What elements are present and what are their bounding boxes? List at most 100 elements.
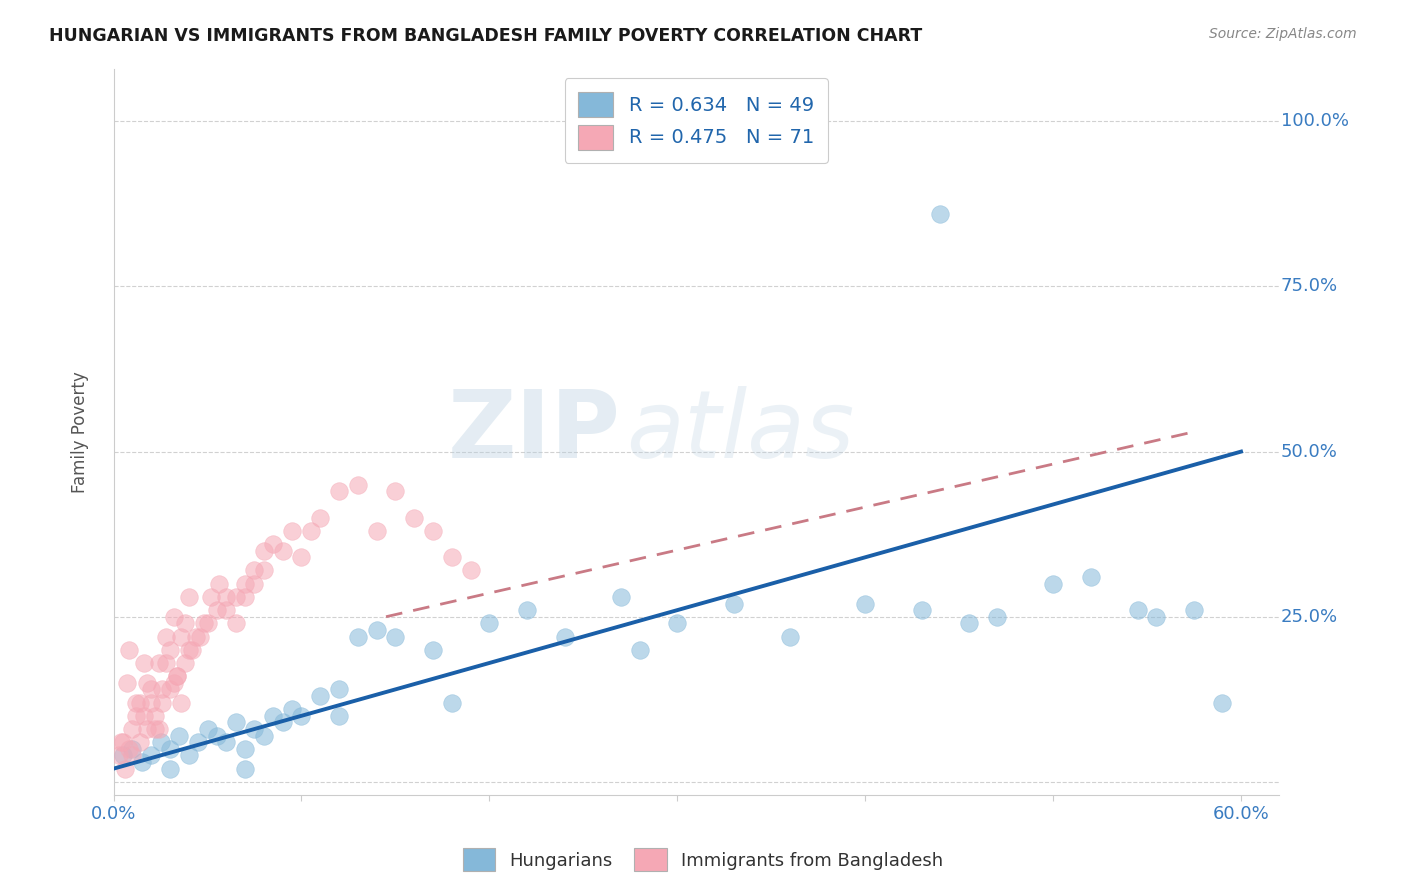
Point	[299, 524, 322, 538]
Point	[205, 603, 228, 617]
Point	[225, 616, 247, 631]
Point	[136, 675, 159, 690]
Point	[155, 630, 177, 644]
Point	[225, 715, 247, 730]
Point	[271, 715, 294, 730]
Point	[139, 682, 162, 697]
Point	[554, 630, 576, 644]
Point	[125, 696, 148, 710]
Point	[225, 590, 247, 604]
Point	[215, 603, 238, 617]
Point	[404, 510, 426, 524]
Point	[163, 609, 186, 624]
Point	[193, 616, 215, 631]
Point	[166, 669, 188, 683]
Point	[121, 748, 143, 763]
Text: 50.0%: 50.0%	[1281, 442, 1339, 460]
Point	[1042, 576, 1064, 591]
Point	[628, 642, 651, 657]
Point	[328, 682, 350, 697]
Point	[117, 741, 139, 756]
Point	[139, 696, 162, 710]
Point	[197, 616, 219, 631]
Point	[215, 735, 238, 749]
Point	[174, 616, 197, 631]
Point	[159, 762, 181, 776]
Point	[610, 590, 633, 604]
Point	[347, 630, 370, 644]
Point	[152, 696, 174, 710]
Point	[111, 748, 134, 763]
Point	[170, 630, 193, 644]
Point	[422, 524, 444, 538]
Text: 100.0%: 100.0%	[1281, 112, 1348, 130]
Point	[347, 477, 370, 491]
Point	[128, 696, 150, 710]
Point	[440, 550, 463, 565]
Point	[159, 741, 181, 756]
Point	[233, 576, 256, 591]
Point	[200, 590, 222, 604]
Point	[929, 207, 952, 221]
Point	[132, 708, 155, 723]
Text: HUNGARIAN VS IMMIGRANTS FROM BANGLADESH FAMILY POVERTY CORRELATION CHART: HUNGARIAN VS IMMIGRANTS FROM BANGLADESH …	[49, 27, 922, 45]
Point	[117, 642, 139, 657]
Point	[169, 729, 191, 743]
Y-axis label: Family Poverty: Family Poverty	[72, 371, 89, 492]
Text: atlas: atlas	[626, 386, 855, 477]
Point	[309, 510, 332, 524]
Point	[139, 748, 162, 763]
Point	[478, 616, 501, 631]
Point	[114, 762, 136, 776]
Point	[986, 609, 1008, 624]
Point	[110, 735, 132, 749]
Point	[1080, 570, 1102, 584]
Point	[208, 576, 231, 591]
Point	[253, 564, 276, 578]
Point	[233, 590, 256, 604]
Point	[159, 682, 181, 697]
Point	[957, 616, 980, 631]
Point	[115, 675, 138, 690]
Point	[366, 524, 388, 538]
Point	[253, 543, 276, 558]
Point	[143, 722, 166, 736]
Point	[188, 630, 211, 644]
Point	[1146, 609, 1168, 624]
Text: 25.0%: 25.0%	[1281, 607, 1339, 625]
Point	[1182, 603, 1205, 617]
Point	[384, 630, 406, 644]
Point	[215, 590, 238, 604]
Text: ZIP: ZIP	[447, 386, 620, 478]
Point	[131, 755, 153, 769]
Point	[440, 696, 463, 710]
Point	[281, 524, 304, 538]
Point	[177, 748, 200, 763]
Point	[262, 708, 284, 723]
Text: Source: ZipAtlas.com: Source: ZipAtlas.com	[1209, 27, 1357, 41]
Point	[187, 735, 209, 749]
Point	[366, 623, 388, 637]
Point	[253, 729, 276, 743]
Point	[1211, 696, 1233, 710]
Point	[328, 708, 350, 723]
Point	[243, 576, 266, 591]
Point	[121, 722, 143, 736]
Point	[132, 656, 155, 670]
Point	[128, 735, 150, 749]
Text: 75.0%: 75.0%	[1281, 277, 1339, 295]
Point	[155, 656, 177, 670]
Point	[174, 656, 197, 670]
Point	[177, 590, 200, 604]
Point	[108, 748, 131, 763]
Point	[328, 484, 350, 499]
Point	[148, 722, 170, 736]
Point	[181, 642, 204, 657]
Point	[853, 597, 876, 611]
Point	[143, 708, 166, 723]
Point	[148, 656, 170, 670]
Point	[309, 689, 332, 703]
Point	[290, 708, 312, 723]
Point	[422, 642, 444, 657]
Point	[111, 735, 134, 749]
